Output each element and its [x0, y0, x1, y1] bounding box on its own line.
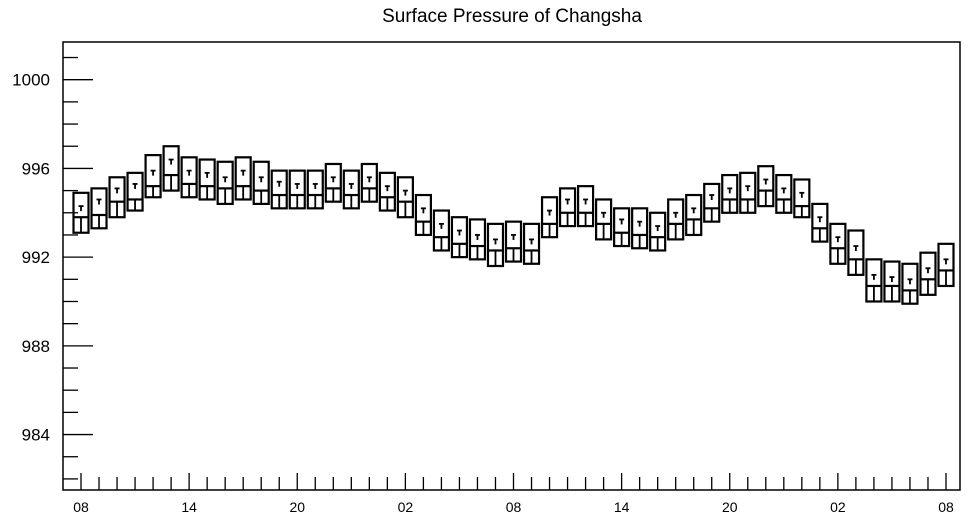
box-19	[414, 193, 432, 237]
box-28	[576, 185, 595, 228]
box-47	[919, 251, 937, 296]
box-40	[793, 178, 811, 219]
box-24	[504, 220, 523, 263]
box-27	[558, 187, 577, 228]
box-14	[324, 162, 342, 203]
box-25	[522, 222, 541, 265]
box-39	[775, 173, 793, 214]
box-5	[162, 145, 180, 192]
chart-title: Surface Pressure of Changsha	[382, 6, 642, 27]
box-8	[216, 160, 234, 206]
x-tick-label: 02	[398, 499, 414, 515]
x-tick-label: 02	[830, 499, 846, 515]
box-23	[486, 222, 505, 268]
box-34	[685, 193, 703, 237]
box-22	[468, 218, 487, 261]
box-2	[108, 176, 126, 219]
box-4	[144, 154, 162, 199]
box-37	[739, 171, 757, 214]
box-16	[360, 162, 378, 203]
box-13	[306, 169, 324, 210]
x-tick-label: 20	[722, 499, 738, 515]
box-32	[649, 211, 667, 252]
y-tick-label: 1000	[12, 71, 50, 90]
axes-layer: 984 988 992 996 1000 08 14 20 02 08 14 20 02 08	[12, 41, 961, 515]
y-tick-label: 988	[22, 337, 50, 356]
box-45	[883, 260, 901, 303]
box-38	[757, 165, 775, 208]
x-tick-label: 14	[614, 499, 630, 515]
box-41	[811, 202, 829, 243]
box-20	[432, 209, 451, 252]
box-11	[270, 169, 288, 210]
box-26	[540, 196, 559, 239]
box-7	[198, 158, 216, 201]
box-43	[847, 229, 865, 276]
box-17	[378, 171, 396, 212]
box-29	[595, 198, 613, 241]
box-15	[342, 169, 360, 210]
x-tick-label: 14	[181, 499, 197, 515]
box-12	[288, 169, 306, 210]
x-tick-label: 08	[506, 499, 522, 515]
box-33	[667, 198, 685, 241]
box-46	[901, 262, 919, 305]
box-36	[721, 173, 739, 214]
box-35	[703, 182, 721, 223]
box-10	[252, 160, 270, 206]
box-rect	[613, 207, 631, 248]
boxes-layer	[72, 145, 955, 305]
x-tick-label: 08	[73, 499, 89, 515]
box-6	[180, 156, 198, 199]
box-31	[631, 207, 649, 250]
x-tick-label: 20	[289, 499, 305, 515]
box-21	[450, 216, 469, 259]
box-18	[396, 176, 414, 219]
box-1	[90, 187, 108, 230]
box-42	[829, 222, 847, 265]
box-30	[613, 207, 631, 248]
y-tick-label: 996	[22, 159, 50, 178]
box-rect	[883, 260, 901, 303]
plot-frame	[62, 41, 961, 491]
box-48	[937, 242, 955, 288]
box-44	[865, 258, 883, 303]
x-tick-label: 08	[938, 499, 954, 515]
box-9	[234, 156, 252, 201]
y-tick-label: 992	[22, 248, 50, 267]
box-3	[126, 171, 144, 212]
y-tick-label: 984	[22, 426, 50, 445]
